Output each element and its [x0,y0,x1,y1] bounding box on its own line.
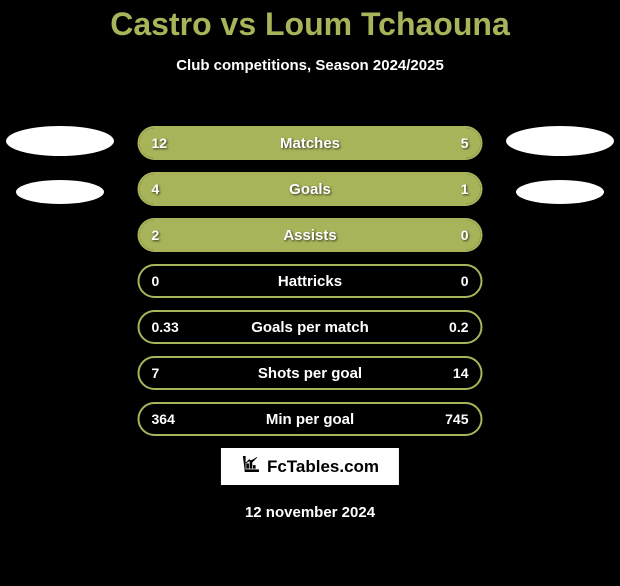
watermark: FcTables.com [221,448,399,485]
watermark-text: FcTables.com [267,457,379,477]
stat-value-left: 0 [152,266,160,296]
stat-row: 0 0Hattricks [138,264,483,298]
stat-row: 7 14Shots per goal [138,356,483,390]
player-badge [16,180,104,204]
stat-label: Hattricks [140,266,481,296]
stat-value-left: 364 [152,404,175,434]
stat-bar-left [140,128,379,158]
stat-row: 20Assists [138,218,483,252]
left-player-badges [6,126,114,204]
page-title: Castro vs Loum Tchaouna [0,6,620,43]
player-badge [516,180,604,204]
stat-row: 0.33 0.2Goals per match [138,310,483,344]
stat-value-right: 0.2 [449,312,468,342]
stat-label: Min per goal [140,404,481,434]
stat-row: 125Matches [138,126,483,160]
stat-bar-left [140,220,481,250]
stat-row: 41Goals [138,172,483,206]
stat-value-left: 7 [152,358,160,388]
chart-icon [241,454,261,479]
stat-bar-right [378,128,480,158]
date-label: 12 november 2024 [0,504,620,521]
stat-row: 364 745Min per goal [138,402,483,436]
stat-bar-right [412,174,480,204]
player-badge [6,126,114,156]
stat-value-right: 745 [445,404,468,434]
stats-comparison: 125Matches 41Goals 20Assists 0 0Hattricks 0.3… [138,126,483,436]
stat-value-right: 14 [453,358,469,388]
stat-label: Goals per match [140,312,481,342]
player-badge [506,126,614,156]
stat-value-left: 0.33 [152,312,179,342]
stat-label: Shots per goal [140,358,481,388]
stat-bar-left [140,174,413,204]
stat-value-right: 0 [461,266,469,296]
subtitle: Club competitions, Season 2024/2025 [0,57,620,74]
right-player-badges [506,126,614,204]
